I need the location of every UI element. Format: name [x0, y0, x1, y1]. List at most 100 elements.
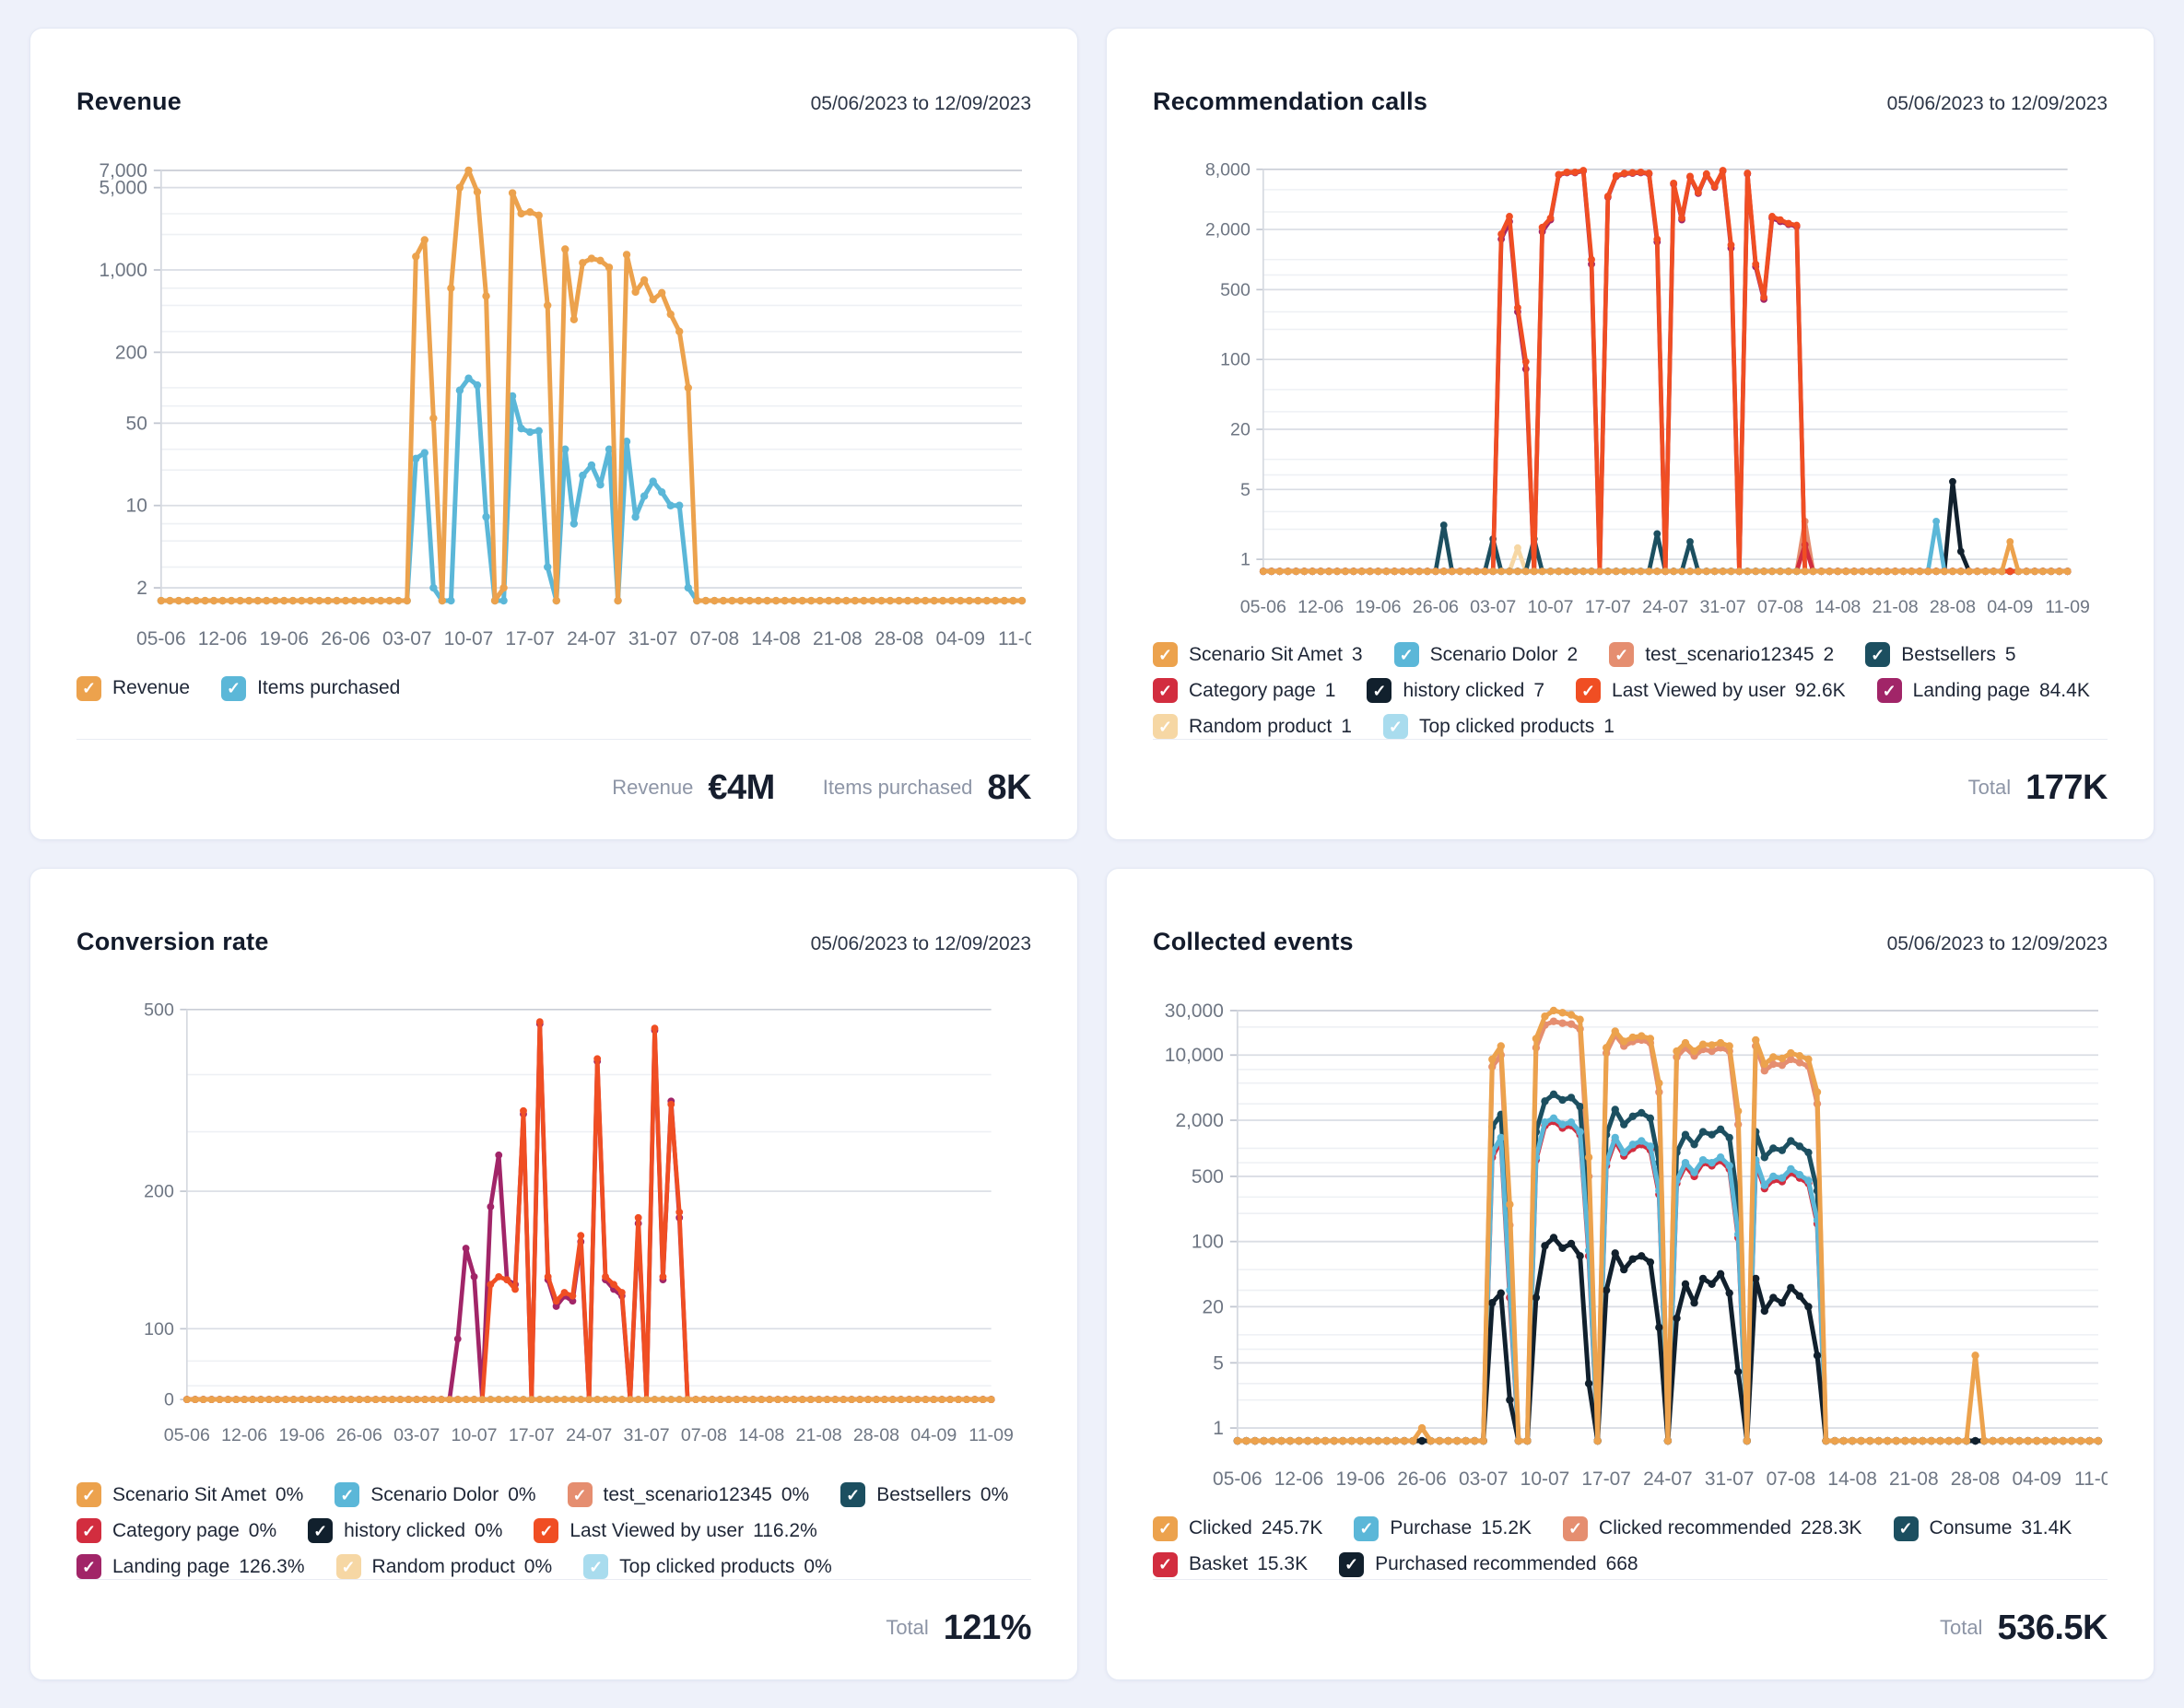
- legend-checkbox-icon[interactable]: [76, 1554, 101, 1579]
- legend-label: Top clicked products: [1418, 715, 1595, 737]
- legend-item-revenue[interactable]: Revenue: [76, 675, 190, 701]
- legend-value: 0%: [523, 1555, 553, 1577]
- x-tick-label: 03-07: [1459, 1468, 1509, 1490]
- legend-label: test_scenario12345: [1645, 643, 1814, 665]
- legend-checkbox-icon[interactable]: [1153, 1515, 1178, 1541]
- x-tick-label: 28-08: [853, 1425, 899, 1445]
- legend-label: Purchased recommended: [1375, 1553, 1597, 1575]
- legend-item-scenario-dolor[interactable]: Scenario Dolor 2: [1393, 642, 1578, 667]
- legend-item-bestsellers[interactable]: Bestsellers 0%: [840, 1482, 1008, 1507]
- legend-checkbox-icon[interactable]: [1153, 714, 1178, 739]
- x-tick-label: 28-08: [1951, 1468, 2001, 1490]
- x-tick-label: 10-07: [1528, 597, 1574, 617]
- legend-checkbox-icon[interactable]: [1382, 714, 1408, 739]
- legend-item-scenario-sit-amet[interactable]: Scenario Sit Amet 0%: [76, 1482, 303, 1507]
- legend-checkbox-icon[interactable]: [583, 1554, 609, 1579]
- total-label: Total: [1939, 1616, 1983, 1639]
- legend-label: Bestsellers: [876, 1483, 971, 1505]
- legend-checkbox-icon[interactable]: [1865, 642, 1891, 667]
- card-footer: Revenue €4M Items purchased 8K: [76, 739, 1031, 839]
- x-tick-label: 07-08: [1767, 1468, 1816, 1490]
- legend-item-items-purchased[interactable]: Items purchased: [221, 675, 400, 701]
- legend-item-clicked[interactable]: Clicked 245.7K: [1153, 1515, 1322, 1541]
- legend-checkbox-icon[interactable]: [1339, 1551, 1365, 1577]
- x-tick-label: 04-09: [1987, 597, 2033, 617]
- legend-checkbox-icon[interactable]: [335, 1554, 361, 1579]
- legend-item-category-page[interactable]: Category page 1: [1153, 678, 1335, 703]
- x-tick-label: 28-08: [1930, 597, 1976, 617]
- legend-item-random-product[interactable]: Random product 1: [1153, 714, 1352, 739]
- legend-label: Category page: [1189, 679, 1316, 701]
- legend-value: 5: [2004, 643, 2016, 665]
- legend-checkbox-icon[interactable]: [76, 1482, 101, 1507]
- legend-item-category-page[interactable]: Category page 0%: [76, 1518, 276, 1543]
- x-tick-label: 05-06: [1213, 1468, 1262, 1490]
- legend-checkbox-icon[interactable]: [1393, 642, 1419, 667]
- total-label: Total: [1967, 776, 2012, 799]
- x-tick-label: 11-09: [2074, 1468, 2108, 1490]
- x-tick-label: 04-09: [2012, 1468, 2061, 1490]
- x-tick-label: 24-07: [567, 628, 616, 649]
- totals: Total 536.5K: [1940, 1609, 2108, 1648]
- x-tick-label: 11-09: [998, 628, 1031, 649]
- legend-checkbox-icon[interactable]: [308, 1518, 334, 1543]
- x-tick-label: 24-07: [1642, 597, 1688, 617]
- y-tick-label: 100: [144, 1319, 174, 1339]
- legend-checkbox-icon[interactable]: [1576, 678, 1602, 703]
- legend-checkbox-icon[interactable]: [221, 675, 247, 701]
- x-tick-label: 12-06: [198, 628, 248, 649]
- legend-item-clicked-recommended[interactable]: Clicked recommended 228.3K: [1563, 1515, 1862, 1541]
- x-tick-label: 10-07: [1521, 1468, 1570, 1490]
- legend-item-top-clicked-products[interactable]: Top clicked products 1: [1382, 714, 1615, 739]
- legend-item-scenario-dolor[interactable]: Scenario Dolor 0%: [335, 1482, 536, 1507]
- legend-item-consume[interactable]: Consume 31.4K: [1893, 1515, 2072, 1541]
- legend-value: 0%: [980, 1483, 1009, 1505]
- legend-item-basket[interactable]: Basket 15.3K: [1153, 1551, 1308, 1577]
- date-range: 05/06/2023 to 12/09/2023: [1886, 93, 2108, 115]
- legend-item-last-viewed-by-user[interactable]: Last Viewed by user 116.2%: [534, 1518, 817, 1543]
- legend-item-history-clicked[interactable]: history clicked 7: [1367, 678, 1544, 703]
- legend-item-test-scenario12345[interactable]: test_scenario12345 0%: [567, 1482, 809, 1507]
- legend-label: Category page: [112, 1519, 240, 1541]
- legend-checkbox-icon[interactable]: [1153, 642, 1178, 667]
- legend-value: 0%: [248, 1519, 277, 1541]
- legend-checkbox-icon[interactable]: [567, 1482, 593, 1507]
- legend-value: 126.3%: [239, 1555, 305, 1577]
- legend-checkbox-icon[interactable]: [335, 1482, 360, 1507]
- x-tick-label: 17-07: [1585, 597, 1631, 617]
- legend-item-purchase[interactable]: Purchase 15.2K: [1354, 1515, 1532, 1541]
- legend-checkbox-icon[interactable]: [1893, 1515, 1919, 1541]
- legend-checkbox-icon[interactable]: [76, 675, 101, 701]
- legend-checkbox-icon[interactable]: [534, 1518, 559, 1543]
- panel-revenue: Revenue 05/06/2023 to 12/09/2023 7,000 5,…: [29, 28, 1078, 840]
- legend-checkbox-icon[interactable]: [1367, 678, 1392, 703]
- legend-checkbox-icon[interactable]: [1153, 1551, 1178, 1577]
- legend-label: Bestsellers: [1901, 643, 1996, 665]
- y-tick-label: 0: [164, 1389, 174, 1410]
- x-tick-label: 24-07: [566, 1425, 612, 1445]
- x-tick-label: 10-07: [452, 1425, 498, 1445]
- legend-checkbox-icon[interactable]: [1354, 1515, 1380, 1541]
- legend-item-landing-page[interactable]: Landing page 126.3%: [76, 1554, 305, 1579]
- x-tick-label: 05-06: [1240, 597, 1286, 617]
- legend-item-scenario-sit-amet[interactable]: Scenario Sit Amet 3: [1153, 642, 1363, 667]
- legend-checkbox-icon[interactable]: [1876, 678, 1902, 703]
- legend-checkbox-icon[interactable]: [1563, 1515, 1589, 1541]
- legend-checkbox-icon[interactable]: [76, 1518, 101, 1543]
- panel-conversion-rate: Conversion rate 05/06/2023 to 12/09/2023…: [29, 868, 1078, 1680]
- legend-item-top-clicked-products[interactable]: Top clicked products 0%: [583, 1554, 832, 1579]
- card-footer: Total 121%: [76, 1579, 1032, 1679]
- legend-item-landing-page[interactable]: Landing page 84.4K: [1876, 678, 2090, 703]
- legend-item-random-product[interactable]: Random product 0%: [335, 1554, 553, 1579]
- x-tick-label: 04-09: [910, 1425, 957, 1445]
- legend-item-bestsellers[interactable]: Bestsellers 5: [1865, 642, 2016, 667]
- card-header: Collected events 05/06/2023 to 12/09/202…: [1153, 907, 2108, 977]
- legend-item-test-scenario12345[interactable]: test_scenario12345 2: [1609, 642, 1834, 667]
- legend-checkbox-icon[interactable]: [1609, 642, 1635, 667]
- legend-checkbox-icon[interactable]: [840, 1482, 866, 1507]
- x-tick-label: 31-07: [628, 628, 678, 649]
- legend-item-last-viewed-by-user[interactable]: Last Viewed by user 92.6K: [1576, 678, 1846, 703]
- legend-item-history-clicked[interactable]: history clicked 0%: [308, 1518, 502, 1543]
- legend-item-purchased-recommended[interactable]: Purchased recommended 668: [1339, 1551, 1638, 1577]
- legend-checkbox-icon[interactable]: [1153, 678, 1178, 703]
